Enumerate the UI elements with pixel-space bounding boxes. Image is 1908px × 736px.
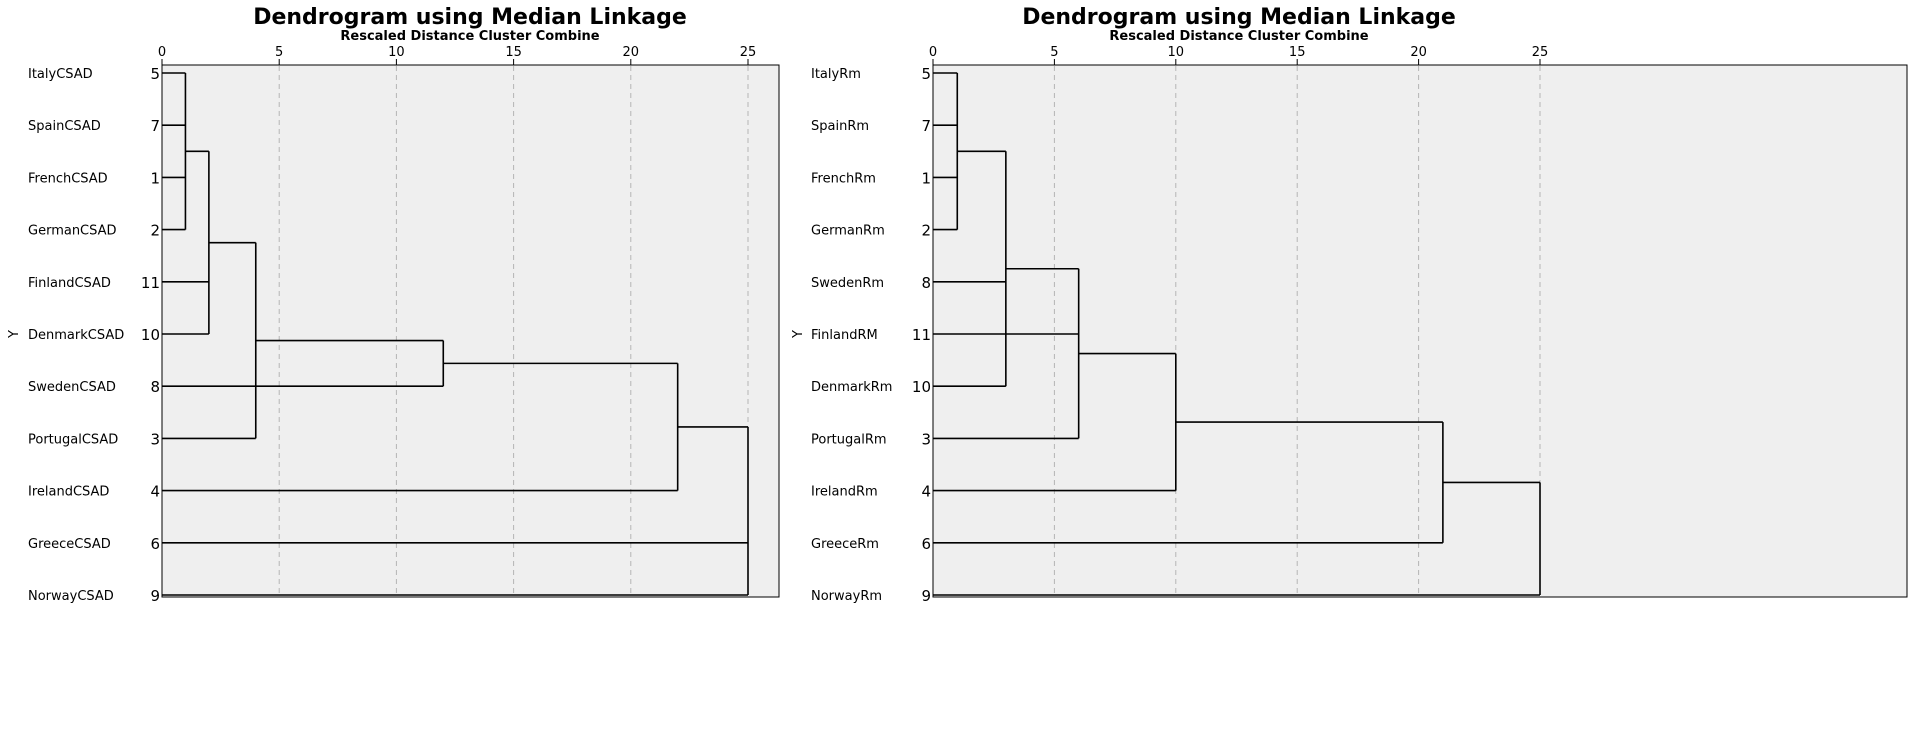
leaf-case-number: 8 bbox=[150, 378, 160, 396]
x-tick-label: 10 bbox=[388, 45, 405, 60]
leaf-case-number: 9 bbox=[921, 587, 931, 605]
leaf-name: PortugalRm bbox=[811, 432, 887, 447]
leaf-name: SpainRm bbox=[811, 119, 869, 134]
leaf-case-number: 11 bbox=[141, 274, 160, 292]
x-tick-label: 20 bbox=[1410, 45, 1427, 60]
x-tick-label: 20 bbox=[623, 45, 640, 60]
plot-area bbox=[161, 64, 780, 598]
leaf-labels: ItalyRm 5 SpainRm 7 FrenchRm 1 GermanRm 2 Sweden… bbox=[811, 65, 931, 605]
x-tick-label: 0 bbox=[158, 45, 166, 60]
x-tick-label: 10 bbox=[1168, 45, 1185, 60]
leaf-case-number: 6 bbox=[921, 535, 931, 553]
leaf-case-number: 4 bbox=[921, 483, 931, 501]
leaf-case-number: 9 bbox=[150, 587, 160, 605]
dendrogram-panel-csad: Dendrogram using Median Linkage Rescaled… bbox=[7, 5, 780, 605]
leaf-name: SpainCSAD bbox=[28, 119, 101, 134]
leaf-case-number: 5 bbox=[150, 65, 160, 83]
leaf-case-number: 2 bbox=[150, 222, 160, 240]
dendrogram-links bbox=[162, 72, 749, 596]
leaf-case-number: 7 bbox=[150, 117, 160, 135]
x-tick-label: 5 bbox=[1050, 45, 1058, 60]
leaf-case-number: 4 bbox=[150, 483, 160, 501]
leaf-name: IrelandCSAD bbox=[28, 485, 109, 500]
leaf-name: FrenchCSAD bbox=[28, 171, 108, 186]
leaf-case-number: 10 bbox=[141, 326, 160, 344]
chart-subtitle: Rescaled Distance Cluster Combine bbox=[1109, 29, 1368, 44]
x-tick-label: 15 bbox=[505, 45, 522, 60]
leaf-case-number: 5 bbox=[921, 65, 931, 83]
x-tick-label: 25 bbox=[1532, 45, 1549, 60]
leaf-case-number: 3 bbox=[150, 430, 160, 448]
x-axis-ticks: 0 5 10 15 20 25 bbox=[158, 45, 756, 65]
leaf-case-number: 7 bbox=[921, 117, 931, 135]
x-tick-label: 5 bbox=[275, 45, 283, 60]
x-axis-ticks: 0 5 10 15 20 25 bbox=[929, 45, 1548, 65]
chart-title: Dendrogram using Median Linkage bbox=[253, 5, 687, 30]
leaf-name: GermanRm bbox=[811, 224, 885, 239]
leaf-name: SwedenCSAD bbox=[28, 380, 116, 395]
x-tick-label: 0 bbox=[929, 45, 937, 60]
dendrogram-links bbox=[933, 72, 1541, 596]
x-tick-label: 15 bbox=[1289, 45, 1306, 60]
y-axis-label: Y bbox=[791, 330, 806, 339]
leaf-name: GreeceRm bbox=[811, 537, 879, 552]
leaf-name: IrelandRm bbox=[811, 485, 878, 500]
y-axis-label: Y bbox=[7, 330, 22, 339]
leaf-name: NorwayCSAD bbox=[28, 589, 114, 604]
leaf-case-number: 11 bbox=[912, 326, 931, 344]
leaf-case-number: 3 bbox=[921, 430, 931, 448]
chart-title: Dendrogram using Median Linkage bbox=[1022, 5, 1456, 30]
leaf-name: DenmarkRm bbox=[811, 380, 892, 395]
leaf-labels: ItalyCSAD 5 SpainCSAD 7 FrenchCSAD 1 GermanCSA… bbox=[28, 65, 160, 605]
leaf-name: GreeceCSAD bbox=[28, 537, 111, 552]
leaf-name: NorwayRm bbox=[811, 589, 882, 604]
leaf-case-number: 1 bbox=[150, 169, 160, 187]
leaf-name: DenmarkCSAD bbox=[28, 328, 124, 343]
leaf-case-number: 10 bbox=[912, 378, 931, 396]
chart-subtitle: Rescaled Distance Cluster Combine bbox=[340, 29, 599, 44]
leaf-name: PortugalCSAD bbox=[28, 432, 118, 447]
x-tick-label: 25 bbox=[740, 45, 757, 60]
leaf-case-number: 6 bbox=[150, 535, 160, 553]
leaf-name: FrenchRm bbox=[811, 171, 876, 186]
leaf-name: FinlandRM bbox=[811, 328, 878, 343]
leaf-name: ItalyRm bbox=[811, 67, 861, 82]
plot-area bbox=[932, 64, 1908, 598]
leaf-name: SwedenRm bbox=[811, 276, 884, 291]
leaf-name: GermanCSAD bbox=[28, 224, 117, 239]
leaf-case-number: 1 bbox=[921, 169, 931, 187]
leaf-case-number: 2 bbox=[921, 222, 931, 240]
dendrogram-panel-rm: Dendrogram using Median Linkage Rescaled… bbox=[791, 5, 1908, 605]
leaf-case-number: 8 bbox=[921, 274, 931, 292]
leaf-name: FinlandCSAD bbox=[28, 276, 111, 291]
leaf-name: ItalyCSAD bbox=[28, 67, 93, 82]
